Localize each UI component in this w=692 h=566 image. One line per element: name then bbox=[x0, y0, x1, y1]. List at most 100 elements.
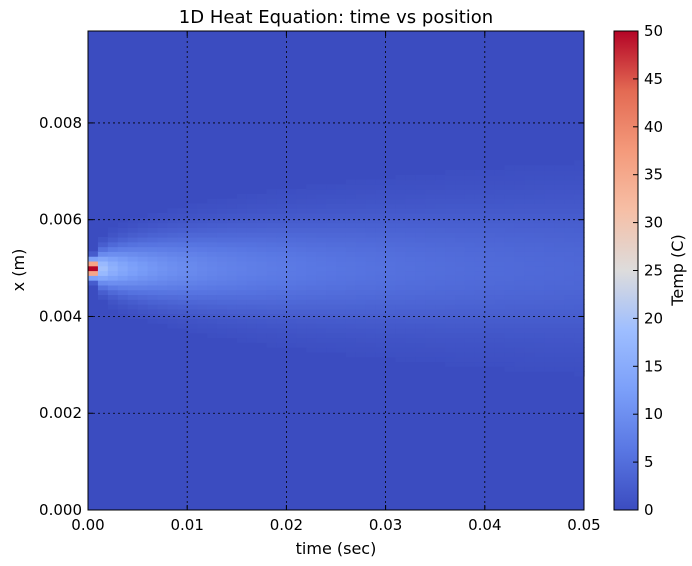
heat-cell bbox=[534, 241, 545, 248]
heat-cell bbox=[564, 208, 575, 214]
heat-cell bbox=[355, 299, 367, 305]
heat-cell bbox=[316, 284, 327, 291]
heat-cell bbox=[534, 179, 545, 185]
heat-cell bbox=[524, 289, 535, 296]
heat-cell bbox=[574, 208, 585, 214]
heat-cell bbox=[296, 327, 307, 334]
heat-cell bbox=[445, 213, 456, 219]
heat-cell bbox=[574, 337, 585, 343]
heat-cell bbox=[564, 256, 575, 262]
heat-cell bbox=[336, 217, 347, 224]
heat-cell bbox=[355, 193, 367, 200]
heat-cell bbox=[326, 313, 337, 319]
heat-cell bbox=[236, 304, 248, 310]
heat-cell bbox=[415, 308, 426, 315]
heat-cell bbox=[464, 203, 476, 209]
heat-cell bbox=[415, 246, 426, 252]
heat-cell bbox=[455, 299, 466, 305]
heat-cell bbox=[365, 275, 377, 281]
heat-cell bbox=[355, 332, 367, 339]
heat-cell bbox=[464, 323, 476, 329]
heat-cell bbox=[504, 260, 516, 267]
heat-cell bbox=[544, 217, 555, 224]
heat-cell bbox=[574, 179, 585, 185]
heat-cell bbox=[474, 265, 486, 272]
heat-cell bbox=[494, 270, 506, 276]
heat-cell bbox=[464, 256, 476, 262]
heat-cell bbox=[544, 174, 555, 181]
heat-cell bbox=[177, 313, 188, 319]
heat-cell bbox=[266, 289, 278, 296]
heat-cell bbox=[256, 193, 268, 200]
heat-cell bbox=[494, 222, 506, 228]
heat-cell bbox=[296, 217, 307, 224]
heat-cell bbox=[306, 203, 317, 209]
heat-cell bbox=[316, 342, 327, 348]
heat-cell bbox=[474, 275, 486, 281]
heat-cell bbox=[415, 356, 426, 363]
heat-cell bbox=[127, 241, 139, 248]
heat-cell bbox=[385, 260, 397, 267]
heat-cell bbox=[455, 189, 466, 195]
heat-cell bbox=[514, 217, 526, 224]
heat-cell bbox=[574, 241, 585, 248]
heat-cell bbox=[514, 227, 526, 233]
heat-cell bbox=[484, 275, 496, 281]
heat-cell bbox=[574, 169, 585, 176]
heat-cell bbox=[97, 284, 109, 291]
heat-cell bbox=[464, 251, 476, 257]
heat-cell bbox=[187, 294, 198, 300]
heat-cell bbox=[236, 313, 248, 319]
heat-cell bbox=[226, 265, 238, 272]
heat-cell bbox=[544, 361, 555, 367]
heat-cell bbox=[445, 361, 456, 367]
heat-cell bbox=[365, 189, 377, 195]
heat-cell bbox=[405, 179, 416, 185]
heat-cell bbox=[276, 241, 287, 248]
heat-cell bbox=[336, 222, 347, 228]
heat-cell bbox=[167, 227, 178, 233]
heat-cell bbox=[524, 189, 535, 195]
heat-cell bbox=[464, 270, 476, 276]
heat-cell bbox=[365, 241, 377, 248]
heat-cell bbox=[464, 232, 476, 238]
heat-cell bbox=[554, 284, 565, 291]
heat-cell bbox=[167, 294, 178, 300]
heat-cell bbox=[365, 347, 377, 353]
heat-cell bbox=[385, 332, 397, 339]
heat-cell bbox=[425, 323, 436, 329]
heat-cell bbox=[167, 289, 178, 296]
heat-cell bbox=[385, 351, 397, 358]
heat-cell bbox=[266, 198, 278, 205]
heat-cell bbox=[187, 275, 198, 281]
heat-cell bbox=[365, 260, 377, 267]
heat-cell bbox=[464, 208, 476, 214]
heat-cell bbox=[266, 265, 278, 272]
heat-cell bbox=[117, 308, 129, 315]
heat-cell bbox=[266, 318, 278, 324]
heat-cell bbox=[564, 356, 575, 363]
heat-cell bbox=[534, 165, 545, 171]
heat-cell bbox=[306, 347, 317, 353]
heat-cell bbox=[236, 251, 248, 257]
heat-cell bbox=[474, 208, 486, 214]
heat-cell bbox=[455, 332, 466, 339]
heat-cell bbox=[464, 308, 476, 315]
heat-cell bbox=[167, 280, 178, 286]
heat-cell bbox=[296, 308, 307, 315]
heat-cell bbox=[534, 256, 545, 262]
heat-cell bbox=[435, 313, 446, 319]
heat-cell bbox=[296, 241, 307, 248]
heat-cell bbox=[385, 193, 397, 200]
heat-cell bbox=[385, 179, 397, 185]
heat-cell bbox=[316, 227, 327, 233]
heat-cell bbox=[375, 213, 387, 219]
heat-cell bbox=[395, 308, 407, 315]
heat-cell bbox=[564, 213, 575, 219]
heat-cell bbox=[246, 284, 258, 291]
heat-cell bbox=[147, 318, 159, 324]
heat-cell bbox=[375, 347, 387, 353]
heat-cell bbox=[177, 227, 188, 233]
heat-cell bbox=[554, 241, 565, 248]
heat-cell bbox=[395, 184, 407, 190]
